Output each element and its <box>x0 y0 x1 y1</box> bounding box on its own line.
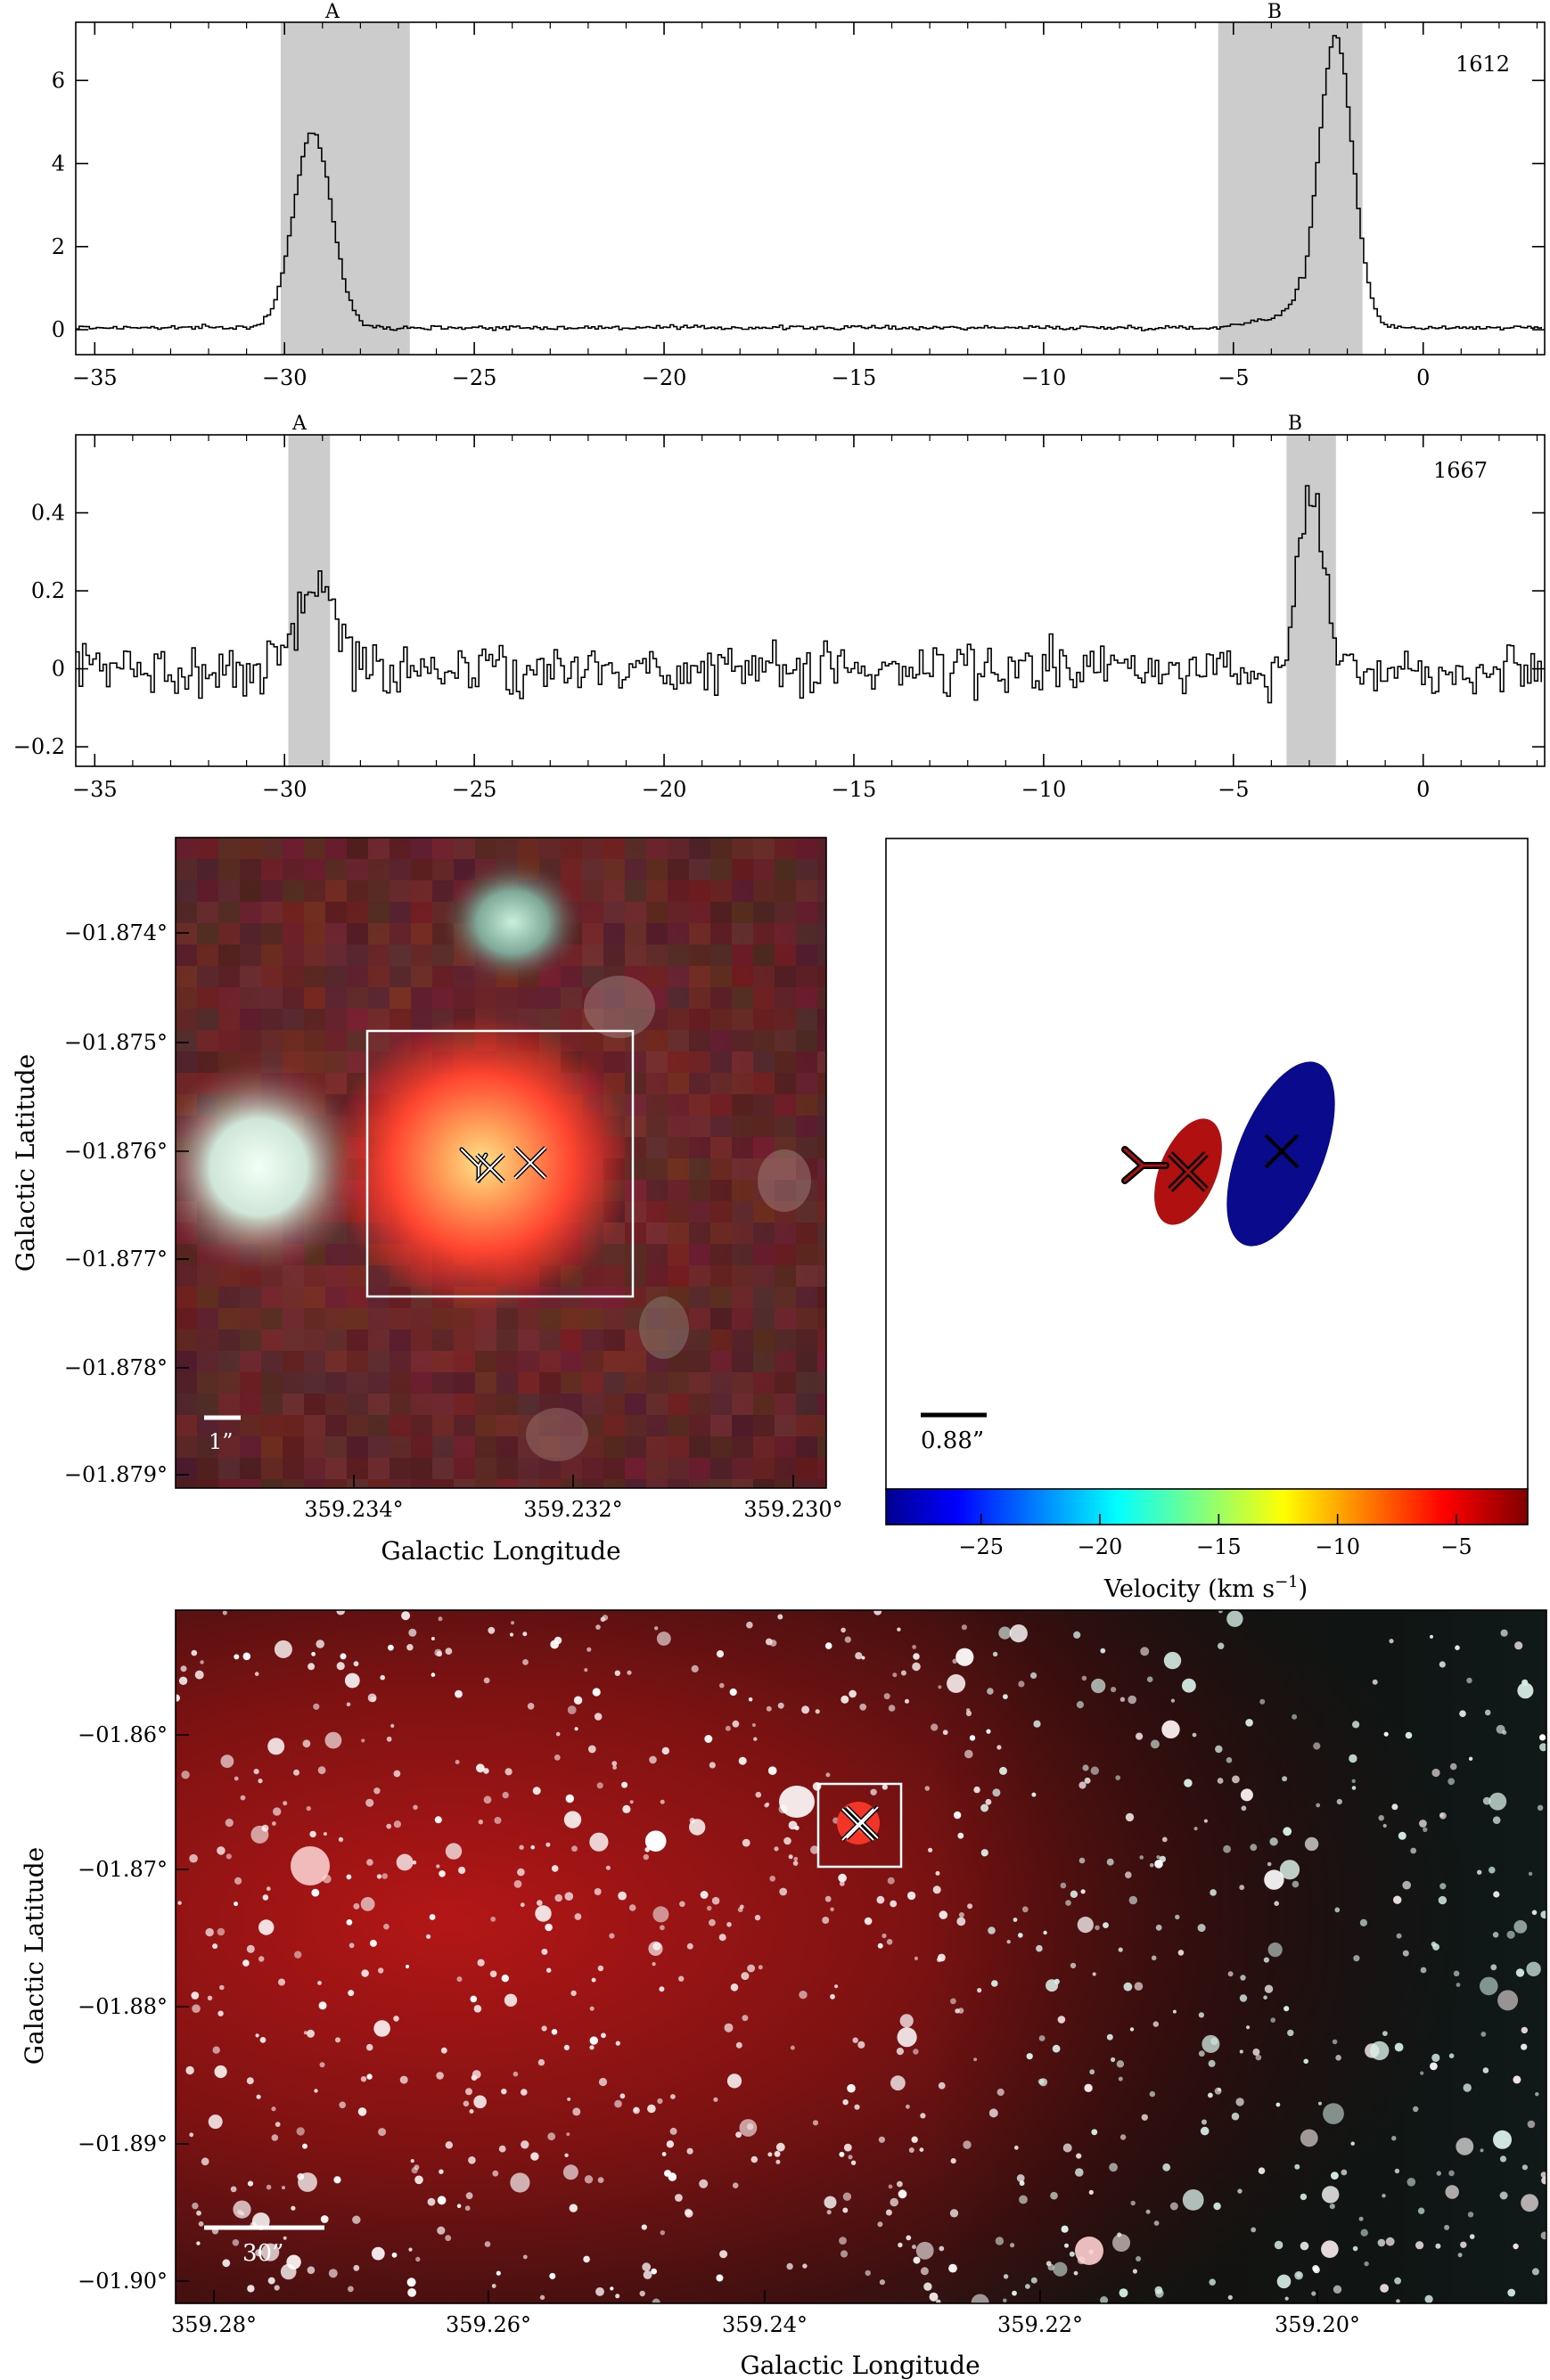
x-tick-label: 359.234° <box>304 1497 403 1522</box>
x-tick-label: 359.28° <box>171 2312 257 2337</box>
x-tick-label: −10 <box>1021 365 1067 390</box>
y-tick-label: 4 <box>52 151 65 176</box>
spectrum-1612-panel: −35 −30 −25 −20 −15 −10 −5 0 0 2 4 6 1612 A B <box>52 1 1546 390</box>
colorbar-tick-label: −10 <box>1315 1534 1360 1559</box>
y-tick-label: −01.89° <box>78 2131 168 2156</box>
x-tick-label: 0 <box>1416 777 1430 802</box>
spectrum-1667-label: 1667 <box>1433 458 1488 483</box>
colorbar-tick-label: −15 <box>1196 1534 1242 1559</box>
wide-region-box <box>816 1782 903 1869</box>
x-tick-label: 359.232° <box>523 1497 622 1522</box>
x-tick-label: −5 <box>1218 365 1249 390</box>
wide-scalebar-label: 30” <box>242 2240 283 2267</box>
x-tick-label: 359.230° <box>743 1497 842 1522</box>
region-label-b-1667: B <box>1288 413 1302 435</box>
x-tick-label: 359.26° <box>446 2312 531 2337</box>
y-tick-label: −01.878° <box>64 1355 168 1380</box>
x-tick-label: −30 <box>262 777 308 802</box>
spectrum-1667-panel: −35 −30 −25 −20 −15 −10 −5 0−0.200.20.4 1667 A … <box>13 413 1546 802</box>
y-tick-label: −01.90° <box>78 2269 168 2294</box>
x-tick-label: −10 <box>1021 777 1067 802</box>
colorbar-label: Velocity (km s−1) <box>1103 1573 1308 1603</box>
y-tick-label: −01.875° <box>64 1030 168 1055</box>
colorbar-tick-label: −25 <box>958 1534 1004 1559</box>
y-tick-label: 0.2 <box>31 578 65 603</box>
shaded-region-a <box>280 22 410 355</box>
zoom-ylabel: Galactic Latitude <box>11 1054 40 1272</box>
x-tick-label: −25 <box>452 777 497 802</box>
source-marker-x1 <box>475 1153 505 1183</box>
x-tick-label: −35 <box>72 777 118 802</box>
x-tick-label: 359.22° <box>997 2312 1083 2337</box>
shaded-region-b <box>1286 435 1336 766</box>
x-tick-label: −25 <box>452 365 497 390</box>
x-tick-label: 0 <box>1416 365 1430 390</box>
x-tick-label: −20 <box>642 365 687 390</box>
x-tick-label: −20 <box>642 777 687 802</box>
zoom-image-panel: 1” 359.234° 359.232° 359.230° −01.874° −01.8… <box>11 837 843 1566</box>
x-tick-label: −30 <box>262 365 308 390</box>
colorbar-tick-label: −5 <box>1440 1534 1472 1559</box>
spectrum-1612-label: 1612 <box>1456 52 1510 77</box>
y-tick-label: −01.874° <box>64 920 168 945</box>
shaded-region-a <box>288 435 331 766</box>
y-tick-label: −01.86° <box>78 1722 168 1747</box>
spectrum-1612-frame <box>75 21 1546 356</box>
y-tick-label: 0 <box>52 657 65 682</box>
zoom-scalebar-label: 1” <box>209 1429 234 1454</box>
y-tick-label: −01.877° <box>64 1247 168 1272</box>
velocity-marker-x1 <box>1168 1151 1209 1192</box>
wide-field-frame <box>175 1609 1547 2304</box>
spectrum-1667-line <box>76 485 1542 704</box>
x-tick-label: 359.24° <box>722 2312 808 2337</box>
wide-ylabel: Galactic Latitude <box>20 1847 49 2065</box>
colorbar-tick-label: −20 <box>1078 1534 1123 1559</box>
zoom-image-frame <box>175 837 827 1489</box>
zoom-region-box <box>365 1029 635 1298</box>
colorbar <box>885 1488 1529 1525</box>
y-tick-label: −01.879° <box>64 1462 168 1487</box>
region-label-a-1667: A <box>291 413 308 435</box>
spectrum-1667-frame <box>75 434 1546 767</box>
region-label-a: A <box>324 1 340 23</box>
x-tick-label: −5 <box>1218 777 1249 802</box>
spectrum-1612-line <box>76 35 1542 331</box>
velocity-map-panel: 0.88” −25 −20 −15 −10 −5 Velocity (km s−1) <box>885 838 1529 1603</box>
y-tick-label: −01.88° <box>78 1994 168 2019</box>
region-label-b: B <box>1267 1 1282 23</box>
y-tick-label: 6 <box>52 68 65 93</box>
shaded-region-b <box>1218 22 1363 355</box>
velocity-scalebar-label: 0.88” <box>921 1427 984 1454</box>
velocity-marker-y <box>1121 1146 1169 1184</box>
y-tick-label: 0.4 <box>31 501 65 526</box>
velocity-marker-x2 <box>1264 1133 1300 1169</box>
x-tick-label: −35 <box>72 365 118 390</box>
y-tick-label: −01.87° <box>78 1857 168 1882</box>
y-tick-label: −0.2 <box>13 734 65 759</box>
source-marker-x2 <box>513 1146 547 1180</box>
x-tick-label: −15 <box>832 365 877 390</box>
x-tick-label: −15 <box>832 777 877 802</box>
wide-field-panel: 30” 359.28° 359.26° 359.24° 359.22° 359.20° −… <box>20 1609 1547 2380</box>
y-tick-label: −01.876° <box>64 1139 168 1164</box>
wide-xlabel: Galactic Longitude <box>740 2351 980 2380</box>
y-tick-label: 2 <box>52 234 65 259</box>
x-tick-label: 359.20° <box>1275 2312 1360 2337</box>
y-tick-label: 0 <box>52 317 65 342</box>
zoom-xlabel: Galactic Longitude <box>381 1536 620 1566</box>
wide-source-marker <box>841 1805 880 1842</box>
